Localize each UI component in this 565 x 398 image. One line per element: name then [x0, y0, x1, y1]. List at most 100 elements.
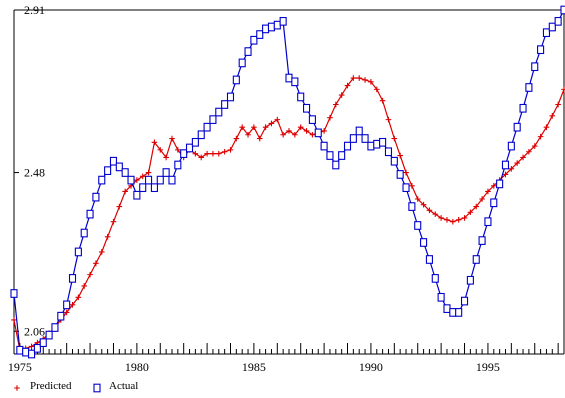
predicted-point	[227, 147, 234, 153]
x-tick-label: 1990	[359, 360, 383, 374]
actual-point	[209, 115, 217, 124]
predicted-point	[409, 182, 415, 189]
actual-point	[162, 168, 170, 177]
predicted-point	[450, 218, 456, 225]
predicted-point	[93, 260, 99, 267]
actual-point	[297, 92, 305, 102]
predicted-point	[403, 169, 409, 176]
series-actual	[10, 5, 565, 359]
actual-point	[168, 175, 176, 185]
actual-point	[431, 274, 439, 283]
predicted-point	[356, 75, 363, 81]
x-tick-label: 1985	[242, 360, 266, 374]
actual-point	[191, 137, 199, 147]
predicted-point	[309, 131, 316, 138]
predicted-point	[251, 124, 257, 130]
actual-point	[420, 238, 428, 247]
actual-point	[560, 5, 565, 15]
actual-point	[33, 343, 41, 353]
predicted-point	[373, 86, 380, 93]
predicted-point	[110, 218, 117, 225]
predicted-point	[490, 182, 497, 189]
actual-point	[308, 115, 316, 124]
actual-point	[238, 58, 246, 68]
predicted-point	[87, 271, 93, 278]
actual-point	[80, 228, 88, 238]
predicted-point	[63, 309, 70, 316]
predicted-point	[391, 135, 398, 142]
actual-point	[156, 175, 164, 185]
actual-point	[86, 209, 94, 219]
actual-point	[22, 347, 30, 357]
predicted-point	[479, 196, 485, 202]
predicted-point	[145, 169, 152, 176]
actual-point	[472, 255, 480, 264]
predicted-point	[169, 135, 175, 142]
x-tick-label: 1980	[125, 360, 149, 374]
predicted-point	[537, 133, 544, 140]
actual-point	[232, 75, 240, 85]
series-line-actual	[13, 9, 565, 355]
y-tick-label: 2.48	[24, 166, 45, 180]
actual-point	[349, 134, 357, 143]
actual-point	[326, 151, 334, 160]
predicted-point	[139, 173, 146, 180]
predicted-point	[75, 294, 82, 301]
actual-point	[39, 338, 47, 348]
predicted-point	[344, 82, 351, 89]
actual-point	[63, 300, 71, 310]
actual-point	[396, 170, 404, 179]
actual-point	[455, 308, 463, 317]
predicted-point	[98, 249, 105, 255]
predicted-point	[555, 101, 561, 108]
actual-point	[121, 168, 129, 177]
actual-point	[51, 323, 59, 332]
predicted-point	[397, 152, 403, 159]
predicted-point	[69, 302, 76, 308]
predicted-point	[151, 139, 158, 146]
actual-point	[490, 198, 498, 208]
predicted-point	[233, 135, 240, 142]
actual-point	[98, 175, 106, 185]
predicted-point	[239, 124, 245, 130]
predicted-point	[163, 154, 169, 161]
actual-point	[139, 183, 147, 193]
predicted-point	[379, 97, 386, 104]
actual-point	[279, 16, 287, 26]
actual-point	[361, 134, 369, 143]
actual-point	[45, 330, 53, 340]
predicted-point	[444, 217, 450, 223]
actual-point	[338, 151, 346, 160]
actual-point	[262, 24, 270, 34]
actual-point	[16, 345, 24, 355]
actual-point	[185, 143, 194, 153]
actual-point	[197, 130, 205, 140]
actual-point	[215, 107, 223, 117]
actual-point	[501, 160, 510, 170]
y-tick-label: 2.91	[24, 3, 45, 17]
predicted-point	[350, 75, 357, 81]
predicted-point	[81, 283, 88, 289]
predicted-point	[561, 86, 565, 93]
actual-point	[355, 126, 363, 136]
actual-point	[109, 156, 118, 166]
predicted-point	[175, 147, 181, 153]
actual-point	[554, 16, 562, 26]
actual-point	[174, 160, 182, 170]
actual-point	[250, 35, 258, 45]
actual-point	[104, 166, 112, 176]
actual-point	[466, 275, 474, 285]
actual-point	[537, 45, 545, 55]
series-layer	[10, 5, 565, 359]
actual-point	[390, 156, 398, 166]
actual-point	[548, 22, 556, 32]
predicted-point	[414, 196, 421, 202]
actual-point	[343, 141, 352, 151]
actual-point	[525, 83, 533, 92]
actual-point	[332, 160, 340, 170]
predicted-point	[134, 177, 140, 183]
actual-point	[408, 202, 416, 211]
actual-point	[145, 175, 153, 185]
predicted-point	[508, 165, 515, 172]
